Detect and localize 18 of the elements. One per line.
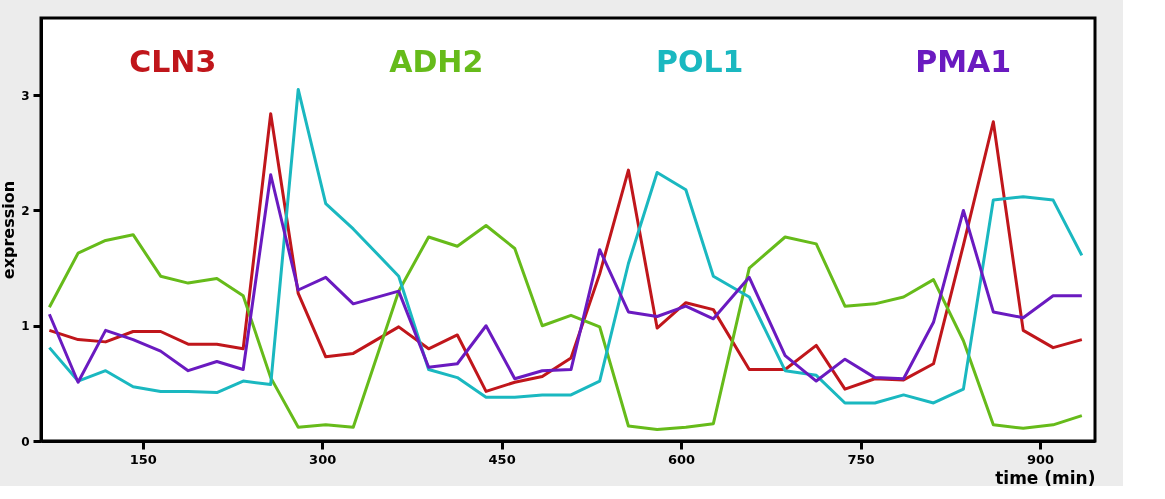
x-tick-label: 750 (847, 451, 875, 467)
x-tick-label: 600 (667, 451, 696, 467)
y-tick-label: 1 (21, 319, 30, 334)
text: PMA1 (915, 44, 1012, 79)
x-tick-label: 150 (129, 451, 157, 467)
x-tick-label: 900 (1026, 451, 1055, 467)
y-axis-title: expression (0, 180, 19, 280)
y-tick-label: 2 (21, 203, 30, 218)
text: CLN3 (129, 44, 217, 79)
line-series (47, 223, 1084, 431)
line-series (47, 173, 1084, 384)
x-axis-title: time (min) (995, 467, 1096, 488)
text: POL1 (656, 44, 744, 79)
x-tick-label: 300 (309, 451, 337, 467)
x-tick-label: 450 (488, 451, 516, 467)
y-tick-label: 0 (21, 434, 30, 449)
y-tick-label: 3 (21, 88, 30, 103)
text: ADH2 (389, 44, 484, 79)
